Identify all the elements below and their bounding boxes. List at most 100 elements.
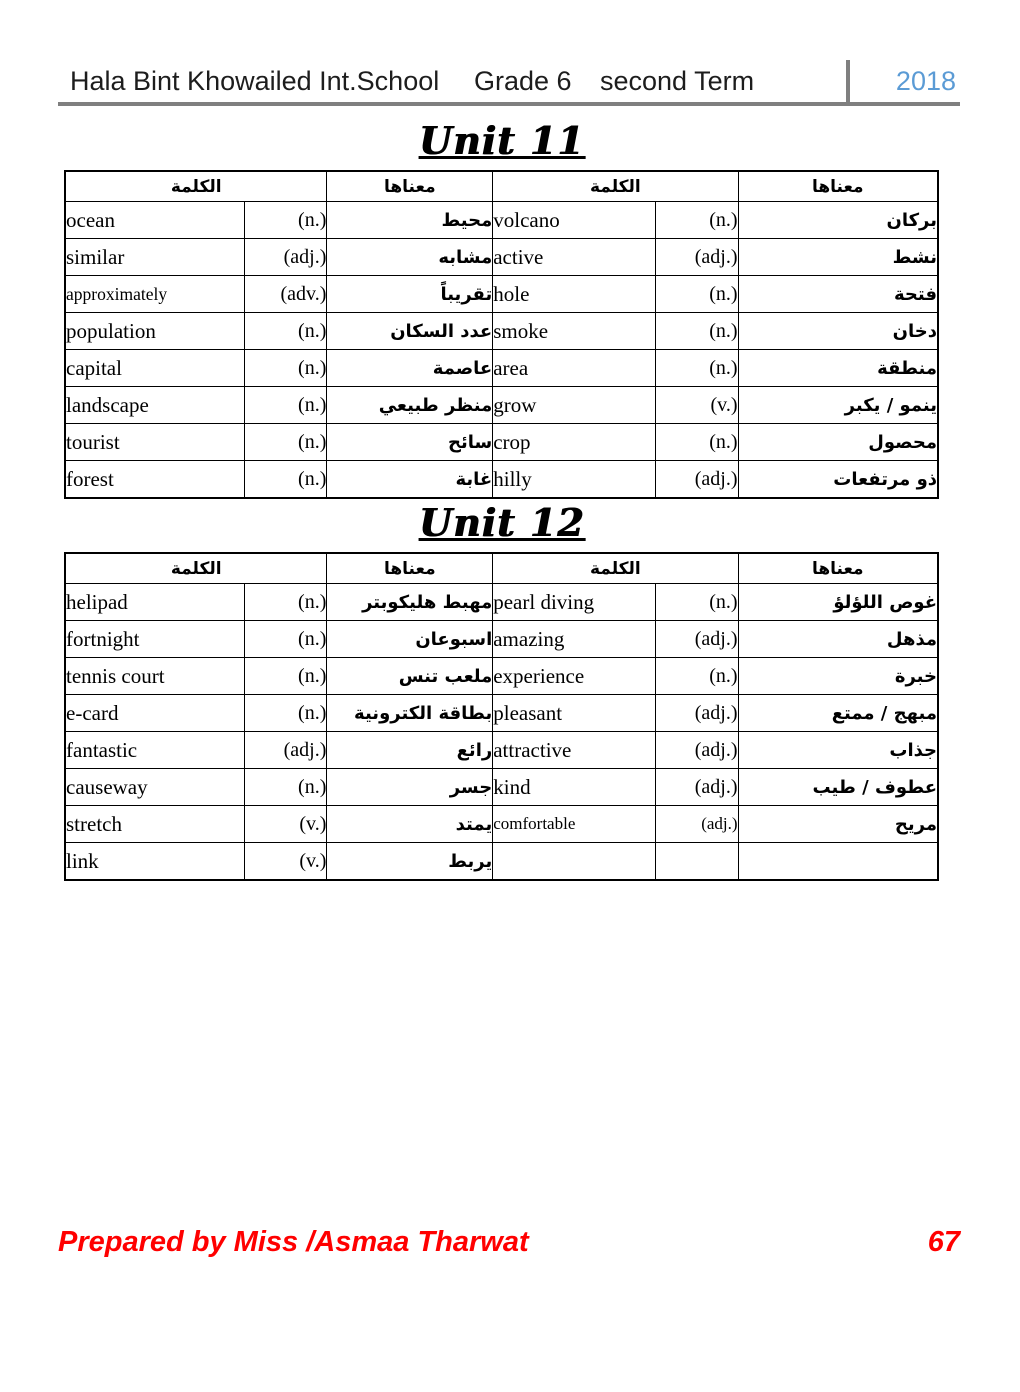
cell-right-word: hilly — [492, 460, 656, 499]
cell-right-pos: (adj.) — [654, 460, 739, 499]
cell-left-word: tennis court — [64, 657, 246, 695]
cell-right-meaning — [737, 842, 939, 881]
cell-left-word: e-card — [64, 694, 246, 732]
cell-left-word: population — [64, 312, 246, 350]
table-header-row: الكلمة معناها الكلمة معناها — [64, 552, 939, 584]
cell-right-meaning: مذهل — [737, 620, 939, 658]
cell-left-meaning: محيط — [326, 201, 494, 239]
term-label: second Term — [600, 66, 755, 96]
column-header-meaning: معناها — [737, 170, 939, 202]
cell-right-word: attractive — [492, 731, 656, 769]
cell-left-meaning: غابة — [326, 460, 494, 499]
cell-left-word: ocean — [64, 201, 246, 239]
cell-right-pos: (n.) — [654, 201, 739, 239]
cell-right-word: pearl diving — [492, 583, 656, 621]
prepared-by-text: Prepared by Miss /Asmaa Tharwat — [58, 1226, 529, 1258]
page-footer: Prepared by Miss /Asmaa Tharwat 67 — [58, 1226, 960, 1259]
cell-right-meaning: خبرة — [737, 657, 939, 695]
cell-right-pos: (adj.) — [654, 805, 739, 843]
cell-right-word: volcano — [492, 201, 656, 239]
cell-left-word: fortnight — [64, 620, 246, 658]
cell-left-word: landscape — [64, 386, 246, 424]
cell-right-pos: (n.) — [654, 312, 739, 350]
cell-right-meaning: محصول — [737, 423, 939, 461]
cell-right-meaning: منطقة — [737, 349, 939, 387]
cell-right-meaning: عطوف / طيب — [737, 768, 939, 806]
table-row: landscape (n.) منظر طبيعي grow (v.) ينمو / يك… — [64, 386, 939, 424]
unit-section: Unit 11 الكلمة معناها الكلمة معناها ocean (n.)… — [64, 120, 939, 499]
cell-right-meaning: ذو مرتفعات — [737, 460, 939, 499]
cell-left-pos: (adj.) — [244, 731, 328, 769]
cell-right-word: pleasant — [492, 694, 656, 732]
cell-right-word: grow — [492, 386, 656, 424]
table-row: helipad (n.) مهبط هليكوبتر pearl diving (n.)… — [64, 583, 939, 621]
cell-left-pos: (n.) — [244, 768, 328, 806]
cell-left-word: tourist — [64, 423, 246, 461]
page-header: Hala Bint Khowailed Int.School Grade 6 s… — [0, 58, 1020, 106]
cell-right-word: active — [492, 238, 656, 276]
table-row: tennis court (n.) ملعب تنس experience (n.) خب… — [64, 657, 939, 695]
cell-right-pos — [654, 842, 739, 881]
table-row: approximately (adv.) تقريباً hole (n.) فتحة — [64, 275, 939, 313]
table-row: population (n.) عدد السكان smoke (n.) دخان — [64, 312, 939, 350]
vocab-table: الكلمة معناها الكلمة معناها helipad (n.) مهبط … — [64, 552, 939, 881]
header-rule — [58, 102, 960, 106]
unit-title: Unit 11 — [418, 118, 585, 163]
table-row: ocean (n.) محيط volcano (n.) بركان — [64, 201, 939, 239]
cell-left-meaning: عدد السكان — [326, 312, 494, 350]
cell-right-word: amazing — [492, 620, 656, 658]
cell-right-pos: (adj.) — [654, 768, 739, 806]
cell-left-word: approximately — [64, 275, 246, 313]
cell-right-word: hole — [492, 275, 656, 313]
cell-right-meaning: مبهج / ممتع — [737, 694, 939, 732]
cell-left-meaning: يمتد — [326, 805, 494, 843]
cell-left-meaning: عاصمة — [326, 349, 494, 387]
cell-left-meaning: ملعب تنس — [326, 657, 494, 695]
cell-left-pos: (adj.) — [244, 238, 328, 276]
column-header-word: الكلمة — [492, 170, 739, 202]
cell-right-pos: (n.) — [654, 657, 739, 695]
cell-left-meaning: يربط — [326, 842, 494, 881]
column-header-word: الكلمة — [64, 170, 328, 202]
unit-section: Unit 12 الكلمة معناها الكلمة معناها helipad (n… — [64, 502, 939, 881]
cell-left-word: similar — [64, 238, 246, 276]
cell-left-meaning: منظر طبيعي — [326, 386, 494, 424]
grade-label: Grade 6 — [474, 66, 572, 96]
cell-right-word: crop — [492, 423, 656, 461]
vocab-table: الكلمة معناها الكلمة معناها ocean (n.) محيط vol… — [64, 170, 939, 499]
page-number: 67 — [927, 1226, 960, 1258]
cell-right-word: experience — [492, 657, 656, 695]
cell-left-pos: (n.) — [244, 583, 328, 621]
cell-left-word: link — [64, 842, 246, 881]
school-name: Hala Bint Khowailed Int.School — [70, 66, 440, 96]
table-row: causeway (n.) جسر kind (adj.) عطوف / طيب — [64, 768, 939, 806]
cell-left-meaning: رائع — [326, 731, 494, 769]
cell-left-pos: (n.) — [244, 349, 328, 387]
column-header-meaning: معناها — [326, 552, 494, 584]
unit-title: Unit 12 — [418, 500, 585, 545]
table-row: capital (n.) عاصمة area (n.) منطقة — [64, 349, 939, 387]
cell-right-meaning: نشط — [737, 238, 939, 276]
cell-left-word: forest — [64, 460, 246, 499]
cell-right-pos: (adj.) — [654, 238, 739, 276]
cell-left-pos: (n.) — [244, 657, 328, 695]
table-row: tourist (n.) سائح crop (n.) محصول — [64, 423, 939, 461]
column-header-meaning: معناها — [326, 170, 494, 202]
cell-left-pos: (n.) — [244, 312, 328, 350]
cell-right-meaning: غوص اللؤلؤ — [737, 583, 939, 621]
column-header-word: الكلمة — [64, 552, 328, 584]
cell-right-word: comfortable — [492, 805, 656, 843]
cell-left-pos: (n.) — [244, 386, 328, 424]
table-header-row: الكلمة معناها الكلمة معناها — [64, 170, 939, 202]
cell-left-word: helipad — [64, 583, 246, 621]
cell-right-meaning: بركان — [737, 201, 939, 239]
cell-left-word: fantastic — [64, 731, 246, 769]
cell-left-meaning: بطاقة الكترونية — [326, 694, 494, 732]
cell-left-meaning: مهبط هليكوبتر — [326, 583, 494, 621]
cell-right-meaning: جذاب — [737, 731, 939, 769]
cell-right-pos: (v.) — [654, 386, 739, 424]
table-row: fortnight (n.) اسبوعان amazing (adj.) مذهل — [64, 620, 939, 658]
cell-left-pos: (v.) — [244, 842, 328, 881]
cell-left-word: capital — [64, 349, 246, 387]
